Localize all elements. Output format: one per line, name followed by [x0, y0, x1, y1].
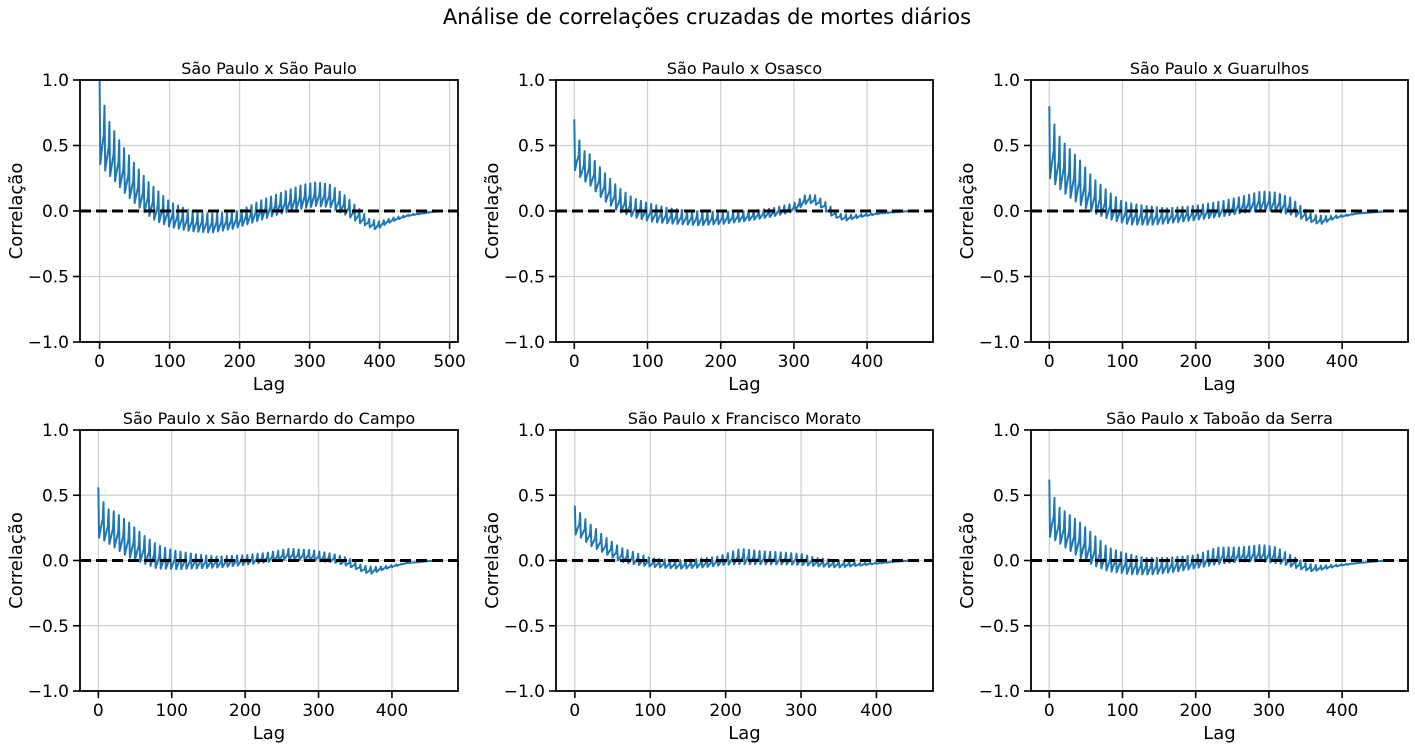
- x-tick-label: 0: [569, 701, 580, 721]
- x-tick-label: 0: [94, 352, 105, 372]
- x-axis-label: Lag: [253, 374, 285, 395]
- x-tick-label: 200: [223, 352, 255, 372]
- y-tick-label: 0.5: [993, 486, 1020, 506]
- y-tick-label: −0.5: [28, 268, 69, 288]
- x-tick-label: 300: [785, 701, 817, 721]
- x-tick-label: 200: [1179, 352, 1211, 372]
- x-tick-label: 200: [1179, 701, 1211, 721]
- x-tick-label: 400: [851, 352, 883, 372]
- y-tick-label: −0.5: [504, 617, 545, 637]
- y-axis-label: Correlação: [482, 163, 503, 260]
- subplot-6: São Paulo x Taboão da Serra 0 100 200 300 400…: [957, 409, 1409, 744]
- subplot-2: São Paulo x Osasco 0 100 200 300 400 −1.0 −0.5 0…: [482, 59, 934, 395]
- y-tick-label: 0.0: [993, 552, 1020, 572]
- x-axis-label: Lag: [253, 723, 285, 744]
- y-tick-label: −1.0: [504, 333, 545, 353]
- x-tick-label: 0: [93, 701, 104, 721]
- subplot-title: São Paulo x Taboão da Serra: [1106, 409, 1333, 428]
- subplot-grid: São Paulo x São Paulo 0 100 200 300 400 500 −1.…: [6, 59, 1409, 744]
- y-axis-label: Correlação: [957, 163, 978, 260]
- subplot-4: São Paulo x São Bernardo do Campo 0 100 200…: [6, 409, 459, 744]
- x-tick-label: 200: [709, 701, 741, 721]
- x-tick-label: 300: [302, 701, 334, 721]
- y-tick-label: 1.0: [42, 71, 69, 91]
- x-tick-label: 400: [1326, 701, 1358, 721]
- y-tick-label: −1.0: [28, 333, 69, 353]
- y-tick-label: −1.0: [28, 682, 69, 702]
- x-tick-label: 100: [153, 352, 185, 372]
- y-tick-label: 1.0: [518, 71, 545, 91]
- x-tick-label: 400: [363, 352, 395, 372]
- y-tick-label: 0.0: [42, 202, 69, 222]
- y-tick-label: −0.5: [979, 617, 1020, 637]
- x-tick-label: 400: [860, 701, 892, 721]
- x-tick-label: 400: [1326, 352, 1358, 372]
- x-tick-label: 200: [229, 701, 261, 721]
- y-tick-label: −0.5: [504, 268, 545, 288]
- y-tick-label: 0.0: [42, 552, 69, 572]
- x-axis-label: Lag: [728, 723, 760, 744]
- series-line-1: [573, 119, 912, 227]
- y-axis-label: Correlação: [957, 512, 978, 609]
- x-tick-label: 400: [376, 701, 408, 721]
- y-tick-label: −1.0: [979, 682, 1020, 702]
- x-axis-label: Lag: [728, 374, 760, 395]
- subplot-title: São Paulo x Osasco: [667, 59, 822, 78]
- subplot-title: São Paulo x Francisco Morato: [628, 409, 861, 428]
- series-line-1: [1048, 106, 1390, 226]
- y-tick-label: 1.0: [993, 71, 1020, 91]
- y-tick-label: 0.0: [518, 202, 545, 222]
- x-tick-label: 200: [704, 352, 736, 372]
- x-tick-label: 0: [569, 352, 580, 372]
- y-tick-label: 0.5: [518, 137, 545, 157]
- y-tick-label: −0.5: [28, 617, 69, 637]
- series-line-1: [1048, 479, 1387, 576]
- x-tick-label: 0: [1044, 352, 1055, 372]
- y-tick-label: −0.5: [979, 268, 1020, 288]
- subplot-title: São Paulo x São Bernardo do Campo: [123, 409, 415, 428]
- y-tick-label: 1.0: [518, 421, 545, 441]
- x-tick-label: 300: [1253, 701, 1285, 721]
- y-tick-label: 1.0: [42, 421, 69, 441]
- y-axis-label: Correlação: [482, 512, 503, 609]
- y-tick-label: −1.0: [504, 682, 545, 702]
- subplot-1: São Paulo x São Paulo 0 100 200 300 400 500 −1.…: [6, 59, 466, 395]
- y-tick-label: 0.0: [993, 202, 1020, 222]
- y-tick-label: 0.5: [42, 137, 69, 157]
- y-tick-label: −1.0: [979, 333, 1020, 353]
- x-tick-label: 300: [293, 352, 325, 372]
- x-axis-label: Lag: [1203, 723, 1235, 744]
- x-tick-label: 100: [1106, 352, 1138, 372]
- x-tick-label: 500: [433, 352, 465, 372]
- subplot-title: São Paulo x São Paulo: [181, 59, 357, 78]
- series-line-1: [97, 487, 437, 575]
- y-tick-label: 0.5: [993, 137, 1020, 157]
- subplot-3: São Paulo x Guarulhos 0 100 200 300 400 −1.0 −0…: [957, 59, 1409, 395]
- x-tick-label: 100: [634, 701, 666, 721]
- y-axis-label: Correlação: [6, 512, 27, 609]
- y-axis-label: Correlação: [6, 163, 27, 260]
- x-tick-label: 0: [1044, 701, 1055, 721]
- x-tick-label: 300: [778, 352, 810, 372]
- y-tick-label: 0.5: [42, 486, 69, 506]
- y-tick-label: 0.0: [518, 552, 545, 572]
- x-tick-label: 100: [631, 352, 663, 372]
- x-tick-label: 100: [156, 701, 188, 721]
- subplot-5: São Paulo x Francisco Morato 0 100 200 300 40…: [482, 409, 934, 744]
- y-tick-label: 1.0: [993, 421, 1020, 441]
- series-line-1: [98, 80, 440, 234]
- x-axis-label: Lag: [1203, 374, 1235, 395]
- x-tick-label: 100: [1106, 701, 1138, 721]
- subplot-title: São Paulo x Guarulhos: [1130, 59, 1309, 78]
- x-tick-label: 300: [1253, 352, 1285, 372]
- figure-title: Análise de correlações cruzadas de morte…: [443, 5, 971, 29]
- y-tick-label: 0.5: [518, 486, 545, 506]
